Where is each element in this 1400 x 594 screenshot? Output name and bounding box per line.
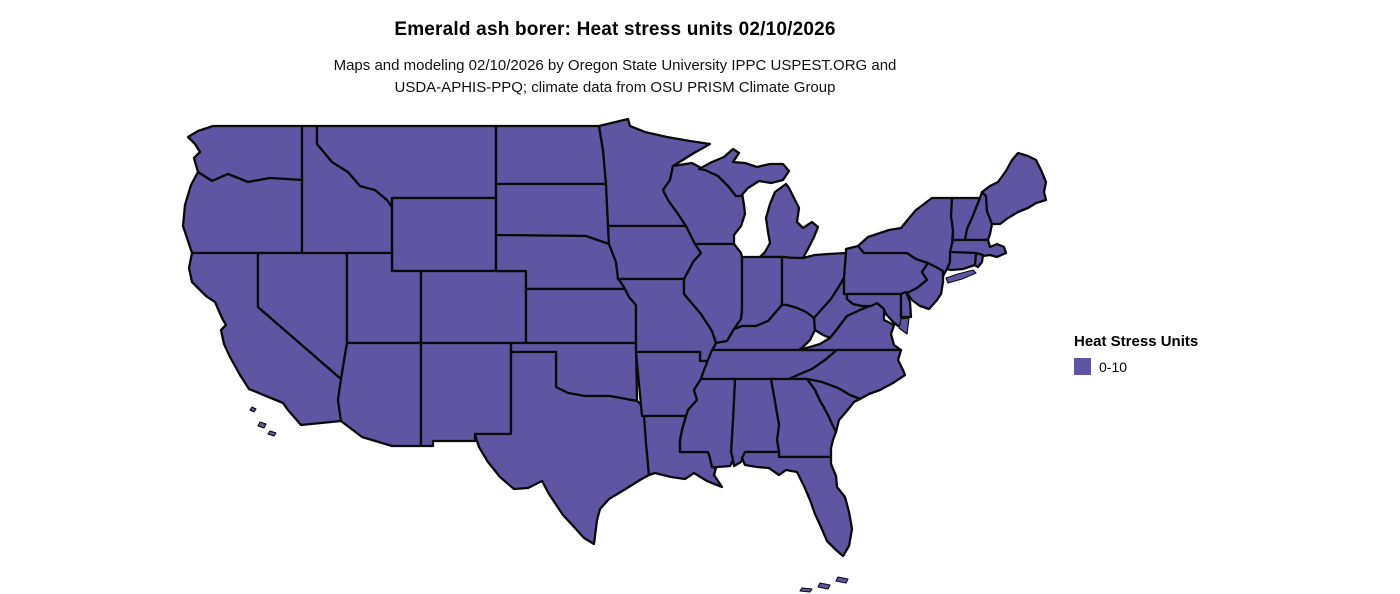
state-virginia-eastern-shore <box>898 317 910 335</box>
state-arizona <box>336 341 423 448</box>
state-maine <box>980 151 1048 226</box>
state-long-island <box>945 269 977 284</box>
legend-title: Heat Stress Units <box>1074 333 1199 350</box>
state-florida <box>740 450 854 558</box>
state-texas <box>473 350 651 546</box>
state-wyoming <box>390 196 498 273</box>
state-michigan <box>758 182 820 260</box>
state-oregon <box>181 170 304 255</box>
legend: Heat Stress Units 0-10 <box>1074 333 1198 375</box>
state-florida-keys-3 <box>799 587 813 593</box>
legend-item-label: 0-10 <box>1099 358 1128 375</box>
state-colorado <box>419 269 528 345</box>
states-group <box>181 117 1048 558</box>
state-kansas <box>524 287 638 345</box>
page-subtitle: Maps and modeling 02/10/2026 by Oregon S… <box>0 55 1230 99</box>
state-channel-island-3 <box>267 430 277 437</box>
page-subtitle-line-1: Maps and modeling 02/10/2026 by Oregon S… <box>333 57 897 74</box>
state-connecticut <box>945 250 978 272</box>
state-new-mexico <box>419 341 513 448</box>
state-channel-island-2 <box>257 421 267 429</box>
state-delaware <box>899 290 913 319</box>
state-mississippi <box>678 377 737 469</box>
state-channel-island-1 <box>249 406 257 413</box>
islands-group <box>249 269 977 593</box>
state-florida-keys-2 <box>817 582 831 590</box>
state-north-dakota <box>494 124 608 186</box>
legend-items: 0-10 <box>1074 358 1198 375</box>
state-michigan-upper-peninsula <box>697 147 791 198</box>
state-rhode-island <box>973 251 985 269</box>
legend-swatch <box>1074 358 1091 375</box>
page-title: Emerald ash borer: Heat stress units 02/… <box>394 19 836 40</box>
state-florida-keys-1 <box>835 576 849 584</box>
legend-item-0: 0-10 <box>1074 358 1198 375</box>
state-washington <box>186 124 304 184</box>
page-subtitle-line-2: USDA-APHIS-PPQ; climate data from OSU PR… <box>394 79 836 96</box>
state-iowa <box>606 224 703 281</box>
